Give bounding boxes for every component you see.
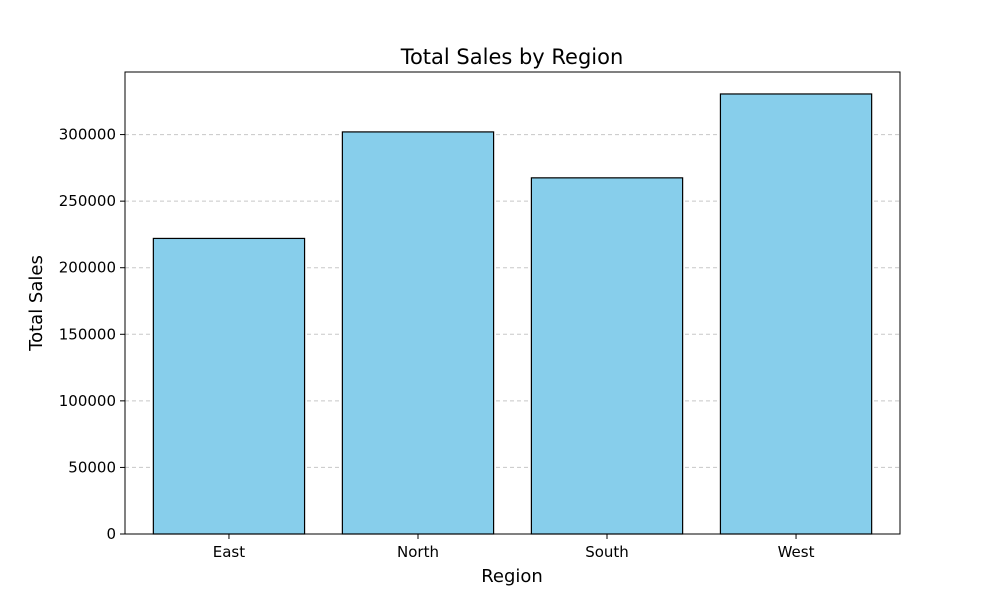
y-tick-label: 50000: [68, 458, 116, 476]
y-tick-label: 100000: [59, 392, 116, 410]
y-tick-label: 300000: [59, 126, 116, 144]
bar-south: [530, 177, 684, 535]
bar-west: [719, 93, 873, 535]
plot-area-frame: [124, 71, 901, 535]
y-axis-label: Total Sales: [26, 255, 47, 352]
x-axis-label: Region: [481, 566, 543, 587]
x-tick-label: West: [778, 543, 815, 561]
y-tick-label: 150000: [59, 325, 116, 343]
x-tick-label: North: [397, 543, 439, 561]
bar-north: [341, 131, 495, 535]
bar-east: [152, 237, 306, 535]
x-tick-label: East: [213, 543, 245, 561]
chart-title: Total Sales by Region: [400, 45, 624, 69]
bars: [152, 93, 873, 535]
y-axis-ticks: 0 50000 100000 150000 200000 250000 300000: [59, 126, 125, 543]
y-tick-label: 200000: [59, 259, 116, 277]
y-tick-label: 250000: [59, 192, 116, 210]
x-tick-label: South: [585, 543, 629, 561]
y-tick-label: 0: [106, 525, 116, 543]
x-axis-ticks: East North South West: [213, 534, 815, 561]
